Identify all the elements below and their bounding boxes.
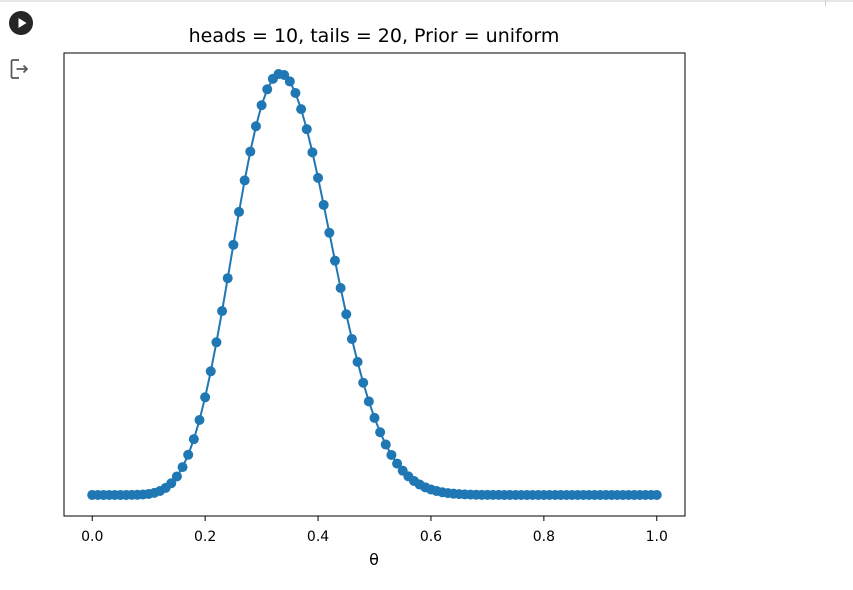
data-point	[188, 434, 199, 445]
series-markers	[87, 69, 662, 500]
data-point	[329, 255, 340, 266]
data-point	[313, 172, 324, 183]
plot-frame	[63, 52, 686, 517]
data-point	[392, 458, 403, 469]
data-point	[279, 69, 290, 80]
data-point	[200, 392, 211, 403]
run-cell-button[interactable]	[9, 11, 33, 35]
data-point	[296, 104, 307, 115]
data-point	[211, 337, 222, 348]
chart-title: heads = 10, tails = 20, Prior = uniform	[189, 25, 560, 47]
data-point	[301, 124, 312, 135]
data-point	[171, 471, 182, 482]
data-point	[375, 427, 386, 438]
data-point	[183, 449, 194, 460]
data-point	[166, 478, 177, 489]
x-tick-label: 1.0	[646, 529, 668, 545]
data-point	[284, 76, 295, 87]
data-point	[307, 147, 318, 158]
x-axis-ticks: 0.0 0.2 0.4 0.6 0.8 1.0	[81, 516, 668, 545]
x-tick-label: 0.2	[194, 529, 216, 545]
data-point	[363, 396, 374, 407]
data-point	[346, 334, 357, 344]
data-point	[194, 415, 205, 425]
data-point	[256, 100, 267, 111]
output-options-button[interactable]	[8, 56, 34, 82]
data-point	[234, 206, 245, 217]
data-point	[651, 489, 662, 500]
data-point	[335, 283, 346, 294]
data-point	[228, 239, 239, 250]
data-point	[239, 175, 250, 186]
data-point	[352, 356, 363, 367]
data-point	[386, 449, 397, 460]
x-tick-label: 0.6	[420, 529, 442, 545]
data-point	[245, 146, 256, 157]
play-icon	[18, 18, 27, 28]
data-point	[318, 199, 329, 210]
output-exit-icon	[10, 59, 29, 79]
data-point	[250, 121, 261, 132]
x-tick-label: 0.0	[81, 529, 103, 545]
x-tick-label: 0.8	[533, 529, 555, 545]
data-point	[380, 439, 391, 450]
cell-divider	[825, 0, 826, 6]
data-point	[217, 306, 228, 317]
data-point	[205, 366, 216, 377]
cell-top-border	[0, 0, 853, 2]
data-point	[341, 309, 352, 320]
data-point	[324, 227, 335, 238]
data-point	[222, 273, 233, 284]
data-point	[262, 84, 273, 95]
data-point	[290, 88, 301, 98]
series-line	[92, 72, 657, 496]
x-axis-label: θ	[369, 550, 379, 569]
data-point	[177, 462, 188, 473]
data-point	[358, 377, 369, 388]
x-tick-label: 0.4	[307, 529, 329, 545]
data-point	[369, 412, 380, 423]
